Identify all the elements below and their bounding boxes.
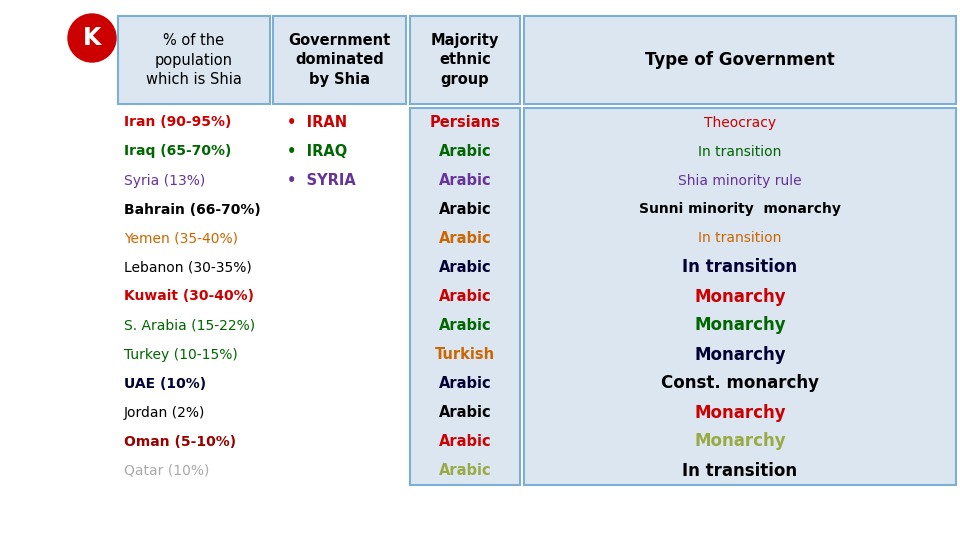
Text: Persians: Persians [429, 115, 500, 130]
FancyBboxPatch shape [273, 16, 406, 104]
Text: % of the
population
which is Shia: % of the population which is Shia [146, 33, 242, 87]
Text: S. Arabia (15-22%): S. Arabia (15-22%) [124, 319, 255, 333]
FancyBboxPatch shape [410, 108, 520, 485]
Text: Bahrain (66-70%): Bahrain (66-70%) [124, 202, 261, 217]
Text: Monarchy: Monarchy [694, 403, 786, 422]
Text: Iraq (65-70%): Iraq (65-70%) [124, 145, 231, 159]
Text: Jordan (2%): Jordan (2%) [124, 406, 205, 420]
Text: Arabic: Arabic [439, 318, 492, 333]
Text: Shia minority rule: Shia minority rule [678, 173, 802, 187]
Text: Arabic: Arabic [439, 463, 492, 478]
Text: Turkish: Turkish [435, 347, 495, 362]
Text: Arabic: Arabic [439, 202, 492, 217]
Text: Sunni minority  monarchy: Sunni minority monarchy [639, 202, 841, 217]
Text: Qatar (10%): Qatar (10%) [124, 463, 209, 477]
Text: Type of Government: Type of Government [645, 51, 835, 69]
Text: In transition: In transition [683, 462, 798, 480]
Text: Oman (5-10%): Oman (5-10%) [124, 435, 236, 449]
Text: Turkey (10-15%): Turkey (10-15%) [124, 348, 238, 361]
Text: Const. monarchy: Const. monarchy [661, 375, 819, 393]
Text: Yemen (35-40%): Yemen (35-40%) [124, 232, 238, 246]
Text: K: K [83, 26, 101, 50]
Text: In transition: In transition [698, 232, 781, 246]
Text: Monarchy: Monarchy [694, 287, 786, 306]
Text: Syria (13%): Syria (13%) [124, 173, 205, 187]
Text: In transition: In transition [698, 145, 781, 159]
Circle shape [68, 14, 116, 62]
FancyBboxPatch shape [410, 16, 520, 104]
FancyBboxPatch shape [524, 108, 956, 485]
Text: Theocracy: Theocracy [704, 116, 776, 130]
FancyBboxPatch shape [118, 16, 270, 104]
Text: •  SYRIA: • SYRIA [287, 173, 356, 188]
Text: Government
dominated
by Shia: Government dominated by Shia [288, 33, 391, 87]
Text: In transition: In transition [683, 259, 798, 276]
Text: Kuwait (30-40%): Kuwait (30-40%) [124, 289, 254, 303]
FancyBboxPatch shape [524, 16, 956, 104]
Text: Arabic: Arabic [439, 144, 492, 159]
Text: Arabic: Arabic [439, 289, 492, 304]
Text: Arabic: Arabic [439, 405, 492, 420]
Text: Majority
ethnic
group: Majority ethnic group [431, 33, 499, 87]
Text: Monarchy: Monarchy [694, 346, 786, 363]
Text: •  IRAN: • IRAN [287, 115, 348, 130]
Text: Arabic: Arabic [439, 260, 492, 275]
Text: Monarchy: Monarchy [694, 316, 786, 334]
Text: Arabic: Arabic [439, 434, 492, 449]
Text: Arabic: Arabic [439, 231, 492, 246]
Text: Iran (90-95%): Iran (90-95%) [124, 116, 231, 130]
Text: Lebanon (30-35%): Lebanon (30-35%) [124, 260, 252, 274]
Text: Arabic: Arabic [439, 376, 492, 391]
Text: Monarchy: Monarchy [694, 433, 786, 450]
Text: Arabic: Arabic [439, 173, 492, 188]
Text: UAE (10%): UAE (10%) [124, 376, 206, 390]
Text: •  IRAQ: • IRAQ [287, 144, 348, 159]
